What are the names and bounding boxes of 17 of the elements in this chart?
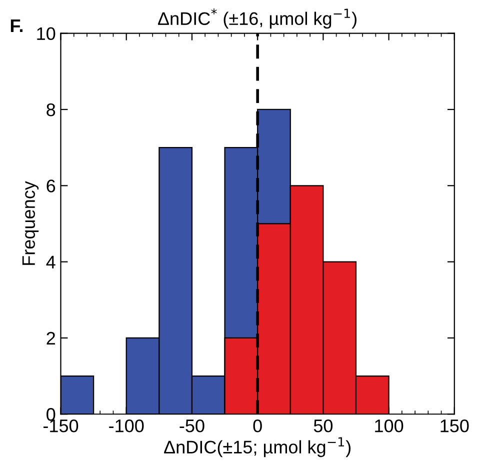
y-tick-label: 2: [46, 332, 55, 344]
x-tick-label: -100: [109, 419, 144, 432]
chart-title: ΔnDIC$^{*}$ (±16, µmol kg$^{−1}$): [158, 8, 356, 29]
x-tick-label: 50: [314, 419, 333, 432]
text: F.: [10, 20, 23, 32]
y-tick-label: 4: [46, 256, 56, 268]
x-tick-label: -50: [180, 419, 204, 432]
y-tick-label: 8: [46, 103, 56, 116]
x-tick-label: 0: [253, 419, 262, 432]
x-tick-label: 150: [440, 419, 469, 432]
y-tick-label: 6: [46, 180, 56, 192]
y-tick-label: 0: [46, 408, 56, 421]
y-axis-title: Frequency: [22, 181, 39, 265]
x-tick-label: -150: [43, 419, 78, 432]
x-tick-label: 100: [375, 419, 404, 432]
x-axis-title: ΔnDIC(±15; µmol kg$^{−1}$): [164, 437, 351, 458]
y-tick-label: 10: [37, 27, 56, 40]
